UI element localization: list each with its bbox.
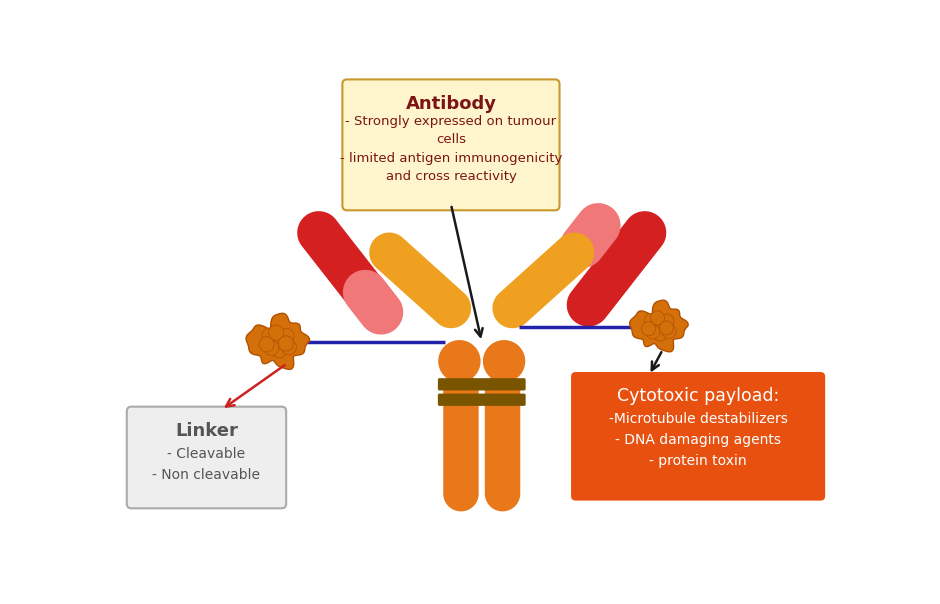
Polygon shape bbox=[438, 340, 480, 382]
Circle shape bbox=[646, 325, 660, 339]
Polygon shape bbox=[246, 313, 309, 370]
Circle shape bbox=[644, 313, 658, 327]
Polygon shape bbox=[369, 233, 471, 328]
Polygon shape bbox=[493, 233, 594, 328]
FancyBboxPatch shape bbox=[342, 79, 559, 210]
FancyBboxPatch shape bbox=[572, 372, 825, 501]
Polygon shape bbox=[343, 270, 403, 335]
Circle shape bbox=[659, 321, 673, 335]
Circle shape bbox=[269, 325, 284, 340]
Polygon shape bbox=[444, 373, 478, 512]
Circle shape bbox=[642, 322, 655, 336]
Text: - Cleavable
- Non cleavable: - Cleavable - Non cleavable bbox=[152, 447, 260, 482]
Circle shape bbox=[660, 314, 674, 328]
Polygon shape bbox=[297, 211, 397, 327]
Polygon shape bbox=[630, 300, 688, 352]
Circle shape bbox=[662, 324, 676, 338]
Circle shape bbox=[263, 340, 279, 355]
Circle shape bbox=[259, 336, 274, 352]
Polygon shape bbox=[560, 203, 620, 268]
Text: Antibody: Antibody bbox=[405, 95, 496, 113]
Circle shape bbox=[281, 339, 296, 355]
Circle shape bbox=[650, 311, 665, 325]
Circle shape bbox=[272, 342, 287, 358]
Circle shape bbox=[262, 328, 277, 343]
Text: Linker: Linker bbox=[175, 422, 238, 440]
Circle shape bbox=[278, 336, 293, 351]
Text: - Strongly expressed on tumour
cells
- limited antigen immunogenicity
and cross : - Strongly expressed on tumour cells - l… bbox=[339, 115, 562, 184]
Polygon shape bbox=[567, 211, 666, 327]
FancyBboxPatch shape bbox=[127, 406, 286, 509]
Circle shape bbox=[279, 329, 294, 344]
FancyBboxPatch shape bbox=[438, 394, 525, 406]
FancyBboxPatch shape bbox=[438, 378, 525, 391]
Text: Cytotoxic payload:: Cytotoxic payload: bbox=[617, 387, 779, 405]
Polygon shape bbox=[485, 373, 520, 512]
Text: -Microtubule destabilizers
- DNA damaging agents
- protein toxin: -Microtubule destabilizers - DNA damagin… bbox=[609, 412, 788, 468]
Polygon shape bbox=[483, 340, 525, 382]
Circle shape bbox=[653, 327, 667, 341]
